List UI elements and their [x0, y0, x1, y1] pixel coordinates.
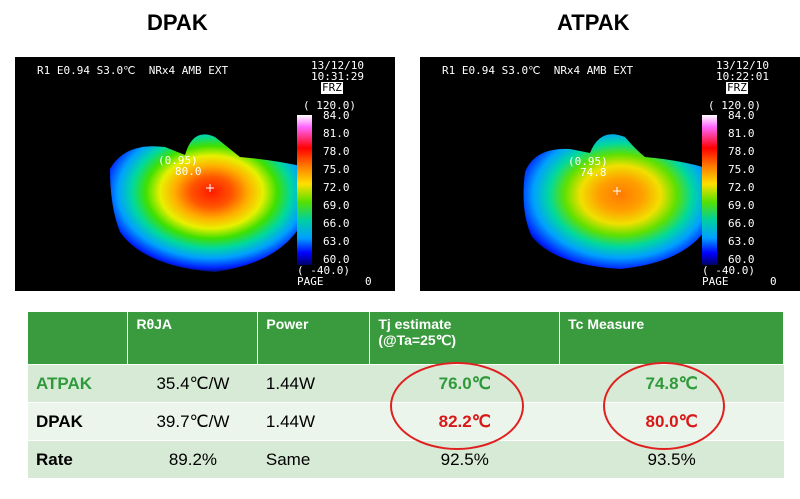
scale-tick: 60.0 [728, 253, 755, 266]
dpak-range-top: ( 120.0) [303, 99, 356, 112]
dpak-page-label: PAGE [297, 275, 324, 288]
atpak-page-num: 0 [770, 275, 777, 288]
atpak-thermal-image: R1 E0.94 S3.0℃ NRx4 AMB EXT 13/12/10 10:… [420, 57, 800, 291]
header-cell-tc-measure: Tc Measure [559, 312, 784, 365]
dpak-thermal-image: R1 E0.94 S3.0℃ NRx4 AMB EXT 13/12/10 10:… [15, 57, 395, 291]
atpak-spot-label: (0.95) [568, 155, 608, 168]
scale-tick: 81.0 [728, 127, 755, 140]
scale-tick: 72.0 [323, 181, 350, 194]
dpak-spot-label: (0.95) [158, 154, 198, 167]
scale-tick: 84.0 [323, 109, 350, 122]
scale-tick: 75.0 [323, 163, 350, 176]
tj-highlight-oval [390, 362, 524, 450]
scale-tick: 78.0 [728, 145, 755, 158]
scale-tick: 69.0 [323, 199, 350, 212]
cell-rthja: 35.4℃/W [127, 364, 258, 403]
cell-rthja: 39.7℃/W [127, 402, 258, 441]
comparison-table: RθJA Power Tj estimate (@Ta=25℃) Tc Meas… [28, 312, 784, 478]
atpak-range-bottom: ( -40.0) [702, 264, 755, 277]
dpak-heatmap [110, 134, 305, 272]
scale-tick: 72.0 [728, 181, 755, 194]
row-label-atpak: ATPAK [28, 364, 128, 403]
atpak-header-params: R1 E0.94 S3.0℃ NRx4 AMB EXT [442, 64, 634, 77]
row-label-rate: Rate [28, 440, 128, 478]
atpak-page-label: PAGE [702, 275, 729, 288]
dpak-header-params: R1 E0.94 S3.0℃ NRx4 AMB EXT [37, 64, 229, 77]
tc-highlight-oval [603, 362, 725, 450]
dpak-frz-badge: FRZ [321, 81, 343, 94]
dpak-time: 10:31:29 [311, 70, 364, 83]
atpak-heatmap [523, 134, 710, 269]
scale-tick: 69.0 [728, 199, 755, 212]
dpak-color-scale [297, 115, 312, 265]
dpak-page-num: 0 [365, 275, 372, 288]
scale-tick: 78.0 [323, 145, 350, 158]
atpak-spot-value: 74.8 [580, 166, 607, 179]
dpak-range-bottom: ( -40.0) [297, 264, 350, 277]
cell-power: Same [257, 440, 370, 478]
scale-tick: 63.0 [323, 235, 350, 248]
cell-rthja: 89.2% [127, 440, 258, 478]
header-cell-power: Power [257, 312, 371, 365]
scale-tick: 81.0 [323, 127, 350, 140]
dpak-date: 13/12/10 [311, 59, 364, 72]
dpak-spot-value: 80.0 [175, 165, 202, 178]
dpak-title: DPAK [147, 10, 208, 35]
atpak-date: 13/12/10 [716, 59, 769, 72]
row-label-dpak: DPAK [28, 402, 128, 441]
cell-power: 1.44W [257, 402, 370, 441]
atpak-time: 10:22:01 [716, 70, 769, 83]
header-cell-blank [28, 312, 129, 365]
atpak-range-top: ( 120.0) [708, 99, 761, 112]
scale-tick: 63.0 [728, 235, 755, 248]
scale-tick: 66.0 [323, 217, 350, 230]
scale-tick: 60.0 [323, 253, 350, 266]
atpak-color-scale [702, 115, 717, 265]
cell-power: 1.44W [257, 364, 370, 403]
header-cell-rthja: RθJA [127, 312, 259, 365]
atpak-title: ATPAK [557, 10, 630, 35]
scale-tick: 66.0 [728, 217, 755, 230]
scale-tick: 84.0 [728, 109, 755, 122]
table-header-row: RθJA Power Tj estimate (@Ta=25℃) Tc Meas… [28, 312, 784, 365]
header-cell-tj-estimate: Tj estimate (@Ta=25℃) [369, 312, 561, 365]
scale-tick: 75.0 [728, 163, 755, 176]
atpak-frz-badge: FRZ [726, 81, 748, 94]
